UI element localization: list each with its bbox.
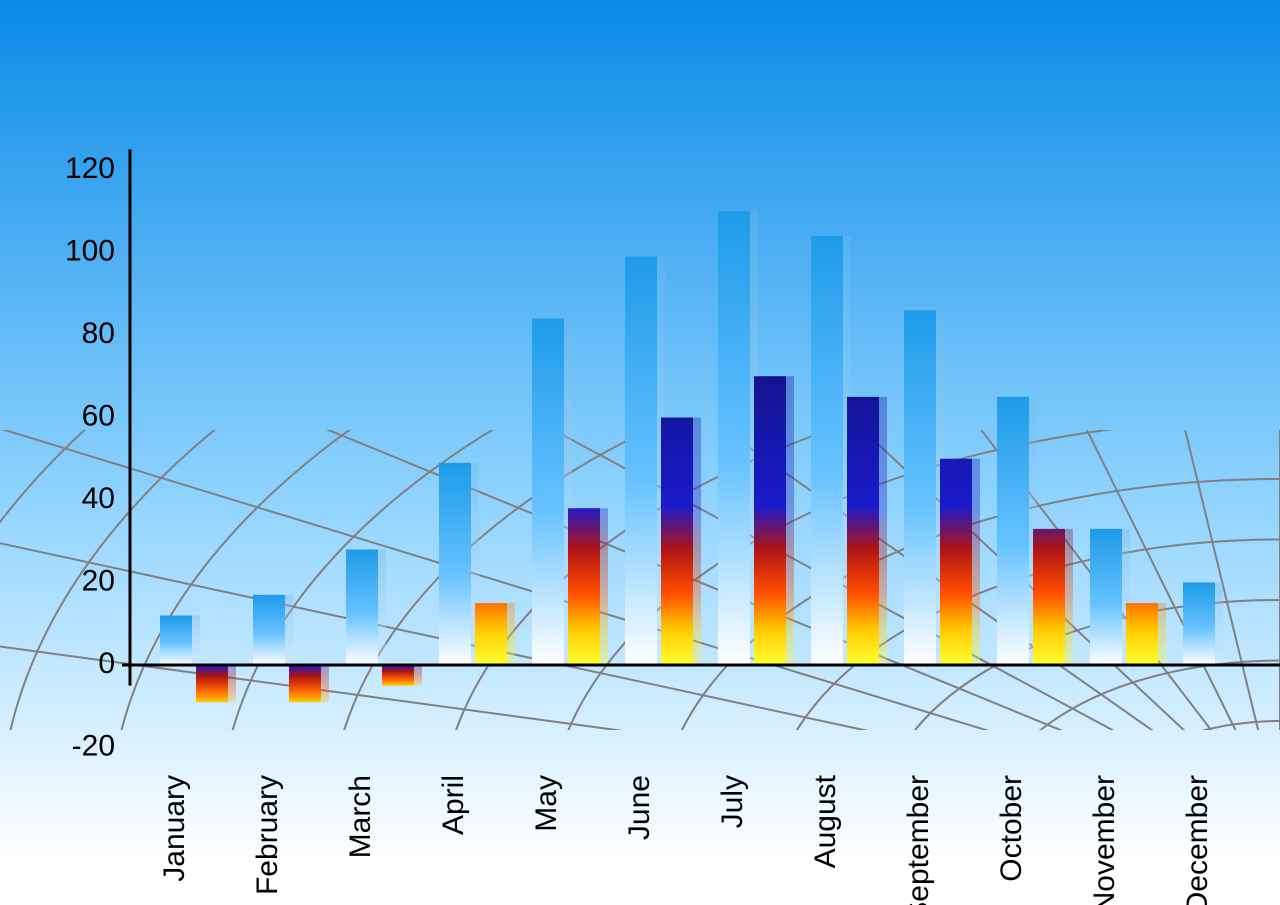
bar-series-b xyxy=(847,397,879,665)
bar-series-b xyxy=(1126,603,1158,665)
y-tick-label: -20 xyxy=(72,729,115,762)
x-tick-label: September xyxy=(902,775,935,905)
bar-series-a xyxy=(625,257,657,665)
y-tick-label: 40 xyxy=(82,482,115,515)
bar-series-a xyxy=(253,595,285,665)
bar-series-b xyxy=(568,508,600,665)
bar-series-a xyxy=(532,319,564,666)
bar-series-a xyxy=(1183,583,1215,666)
y-tick-label: 60 xyxy=(82,399,115,432)
x-tick-label: December xyxy=(1181,775,1214,905)
x-tick-label: January xyxy=(158,775,191,882)
bar-series-a xyxy=(346,550,378,666)
y-tick-label: 100 xyxy=(65,234,115,267)
y-tick-label: 80 xyxy=(82,317,115,350)
bar-series-b xyxy=(1033,529,1065,665)
x-tick-label: July xyxy=(716,775,749,828)
bar-series-a xyxy=(1090,529,1122,665)
bar-series-b xyxy=(754,376,786,665)
chart-canvas: -20 0 20 40 60 80 100 120 January February March Ap… xyxy=(0,0,1280,905)
bar-series-b xyxy=(661,418,693,666)
y-tick-label: 20 xyxy=(82,564,115,597)
bar-series-b xyxy=(940,459,972,665)
bar-series-b xyxy=(382,665,414,686)
bar-series-b xyxy=(196,665,228,702)
x-tick-label: May xyxy=(530,775,563,832)
bar-series-b xyxy=(289,665,321,702)
x-tick-label: June xyxy=(623,775,656,840)
bar-series-a xyxy=(160,616,192,666)
bar-series-a xyxy=(718,211,750,665)
x-tick-label: August xyxy=(809,774,842,868)
x-tick-label: April xyxy=(437,775,470,835)
y-tick-label: 0 xyxy=(98,647,115,680)
y-tick-label: 120 xyxy=(65,152,115,185)
bar-series-a xyxy=(997,397,1029,665)
x-tick-label: March xyxy=(344,775,377,858)
x-tick-label: February xyxy=(251,775,284,895)
bar-series-b xyxy=(475,603,507,665)
bar-series-a xyxy=(904,310,936,665)
x-tick-label: November xyxy=(1088,775,1121,905)
bar-series-a xyxy=(439,463,471,665)
x-tick-label: October xyxy=(995,775,1028,882)
bar-series-a xyxy=(811,236,843,665)
monthly-bar-chart: -20 0 20 40 60 80 100 120 January February March Ap… xyxy=(0,0,1280,905)
